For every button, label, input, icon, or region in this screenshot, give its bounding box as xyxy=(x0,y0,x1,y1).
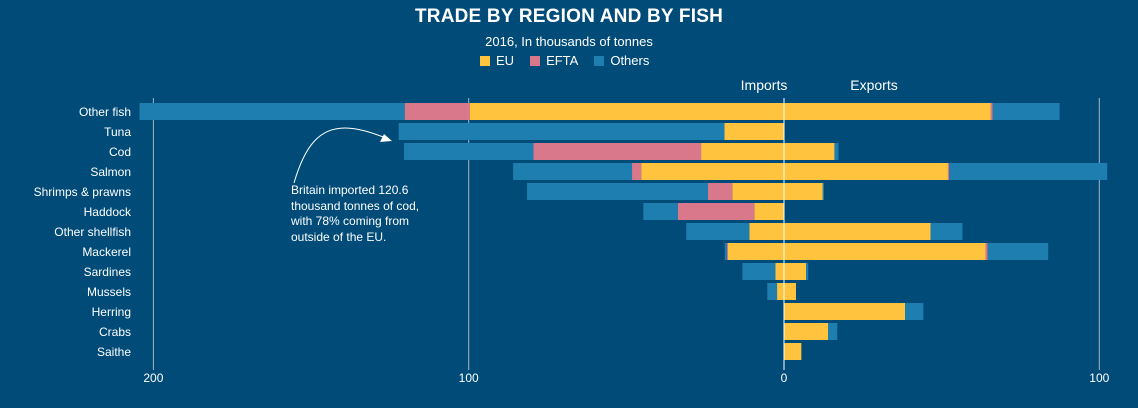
category-label: Herring xyxy=(92,305,131,319)
x-tick-label: 0 xyxy=(781,371,788,385)
category-label: Saithe xyxy=(97,345,131,359)
bar-import-others xyxy=(643,203,678,220)
bar-import-efta xyxy=(708,183,733,200)
category-label: Salmon xyxy=(90,165,131,179)
legend-item-eu: EU xyxy=(480,53,514,68)
bar-export-others xyxy=(834,143,839,160)
bar-import-others xyxy=(527,183,709,200)
bar-export-others xyxy=(828,323,838,340)
x-tick-label: 100 xyxy=(459,371,479,385)
bar-import-eu xyxy=(724,123,784,140)
bar-import-eu xyxy=(641,163,784,180)
bar-import-others xyxy=(139,103,405,120)
legend-swatch-eu xyxy=(480,55,490,66)
bar-export-eu xyxy=(784,283,796,300)
bar-export-eu xyxy=(784,303,906,320)
bar-import-eu xyxy=(775,263,784,280)
annotation-arrow xyxy=(293,127,387,184)
legend-label-others: Others xyxy=(610,53,650,68)
bar-import-eu xyxy=(469,103,784,120)
bar-import-efta xyxy=(632,163,642,180)
category-label: Sardines xyxy=(84,265,131,279)
bar-import-efta xyxy=(533,143,702,160)
category-label: Crabs xyxy=(99,325,131,339)
bar-export-others xyxy=(905,303,924,320)
category-label: Haddock xyxy=(84,205,132,219)
bar-import-eu xyxy=(777,283,784,300)
category-label: Other fish xyxy=(79,105,131,119)
category-label: Tuna xyxy=(104,125,131,139)
bar-import-others xyxy=(724,243,727,260)
x-tick-label: 100 xyxy=(1089,371,1109,385)
annotation-arrowhead xyxy=(380,134,392,142)
legend-label-efta: EFTA xyxy=(546,53,579,68)
bar-export-eu xyxy=(784,163,948,180)
legend: EU EFTA Others xyxy=(480,53,649,68)
legend-label-eu: EU xyxy=(496,53,515,68)
bar-import-others xyxy=(404,143,534,160)
bar-import-others xyxy=(742,263,776,280)
chart-subtitle: 2016, In thousands of tonnes xyxy=(485,34,653,49)
bar-export-eu xyxy=(784,343,802,360)
bar-import-eu xyxy=(727,243,784,260)
exports-label: Exports xyxy=(850,77,897,93)
bar-import-efta xyxy=(726,243,728,260)
bar-export-eu xyxy=(784,243,986,260)
bar-import-others xyxy=(513,163,633,180)
bar-import-efta xyxy=(677,203,755,220)
bar-export-efta xyxy=(947,163,950,180)
bar-export-others xyxy=(806,263,809,280)
category-label: Cod xyxy=(109,145,131,159)
category-label: Shrimps & prawns xyxy=(34,185,131,199)
bar-export-eu xyxy=(784,223,931,240)
bar-import-eu xyxy=(754,203,784,220)
category-label: Mussels xyxy=(87,285,131,299)
bar-import-eu xyxy=(732,183,784,200)
bar-export-efta xyxy=(985,243,988,260)
bar-import-eu xyxy=(701,143,784,160)
chart-title: TRADE BY REGION AND BY FISH xyxy=(414,6,724,27)
bar-export-eu xyxy=(784,143,835,160)
bar-export-others xyxy=(987,243,1049,260)
legend-item-others: Others xyxy=(594,53,649,68)
legend-swatch-efta xyxy=(530,55,541,66)
bar-export-others xyxy=(822,183,825,200)
bar-export-eu xyxy=(784,263,807,280)
bar-import-others xyxy=(767,283,778,300)
bar-export-others xyxy=(930,223,963,240)
x-tick-label: 200 xyxy=(143,371,163,385)
bar-export-efta xyxy=(990,103,993,120)
bar-export-others xyxy=(992,103,1060,120)
bar-import-efta xyxy=(404,103,470,120)
bar-import-others xyxy=(398,123,725,140)
bar-export-eu xyxy=(784,183,823,200)
bar-export-eu xyxy=(784,323,829,340)
bar-export-others xyxy=(949,163,1108,180)
imports-label: Imports xyxy=(741,77,788,93)
legend-swatch-others xyxy=(594,55,605,66)
annotation-text: Britain imported 120.6 thousand tonnes o… xyxy=(291,183,420,244)
bar-export-eu xyxy=(784,103,991,120)
legend-item-efta: EFTA xyxy=(530,53,578,68)
bar-import-others xyxy=(686,223,750,240)
category-label: Mackerel xyxy=(82,245,131,259)
category-label: Other shellfish xyxy=(54,225,131,239)
bar-import-eu xyxy=(749,223,784,240)
